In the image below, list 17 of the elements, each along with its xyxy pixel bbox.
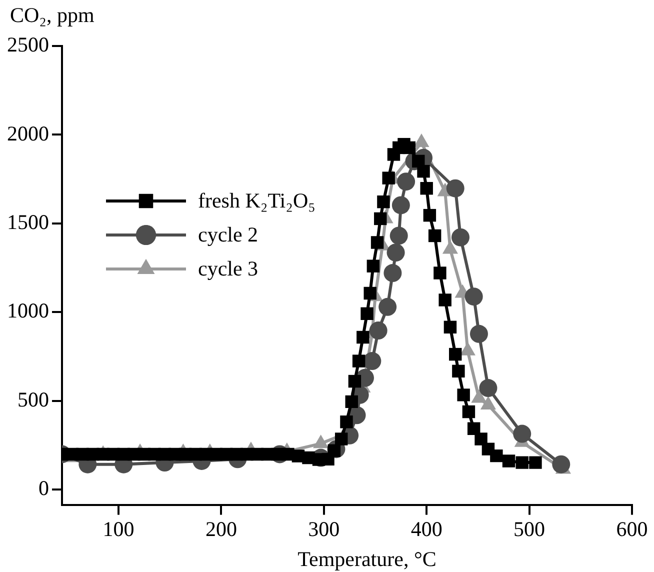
- x-tick-label: 100: [102, 516, 134, 541]
- x-tick-label: 600: [616, 516, 648, 541]
- x-tick-label: 500: [514, 516, 546, 541]
- y-tick-label: 2000: [7, 121, 49, 146]
- y-tick-label: 2500: [7, 32, 49, 57]
- legend-label: fresh K₂Ti₂O₅: [198, 188, 316, 213]
- y-tick-label: 1500: [7, 210, 49, 234]
- legend-label: cycle 2: [198, 222, 258, 247]
- x-tick-label: 300: [308, 516, 340, 541]
- y-tick-label: 500: [18, 387, 49, 412]
- legend-label: cycle 3: [198, 256, 258, 281]
- y-tick-label: 0: [38, 476, 49, 500]
- x-tick-label: 400: [410, 516, 442, 541]
- x-axis-title: Temperature, °C: [298, 547, 436, 572]
- y-axis-title: CO₂, ppm: [10, 3, 94, 27]
- y-tick-label: 1000: [7, 298, 49, 323]
- x-tick-label: 200: [205, 516, 237, 541]
